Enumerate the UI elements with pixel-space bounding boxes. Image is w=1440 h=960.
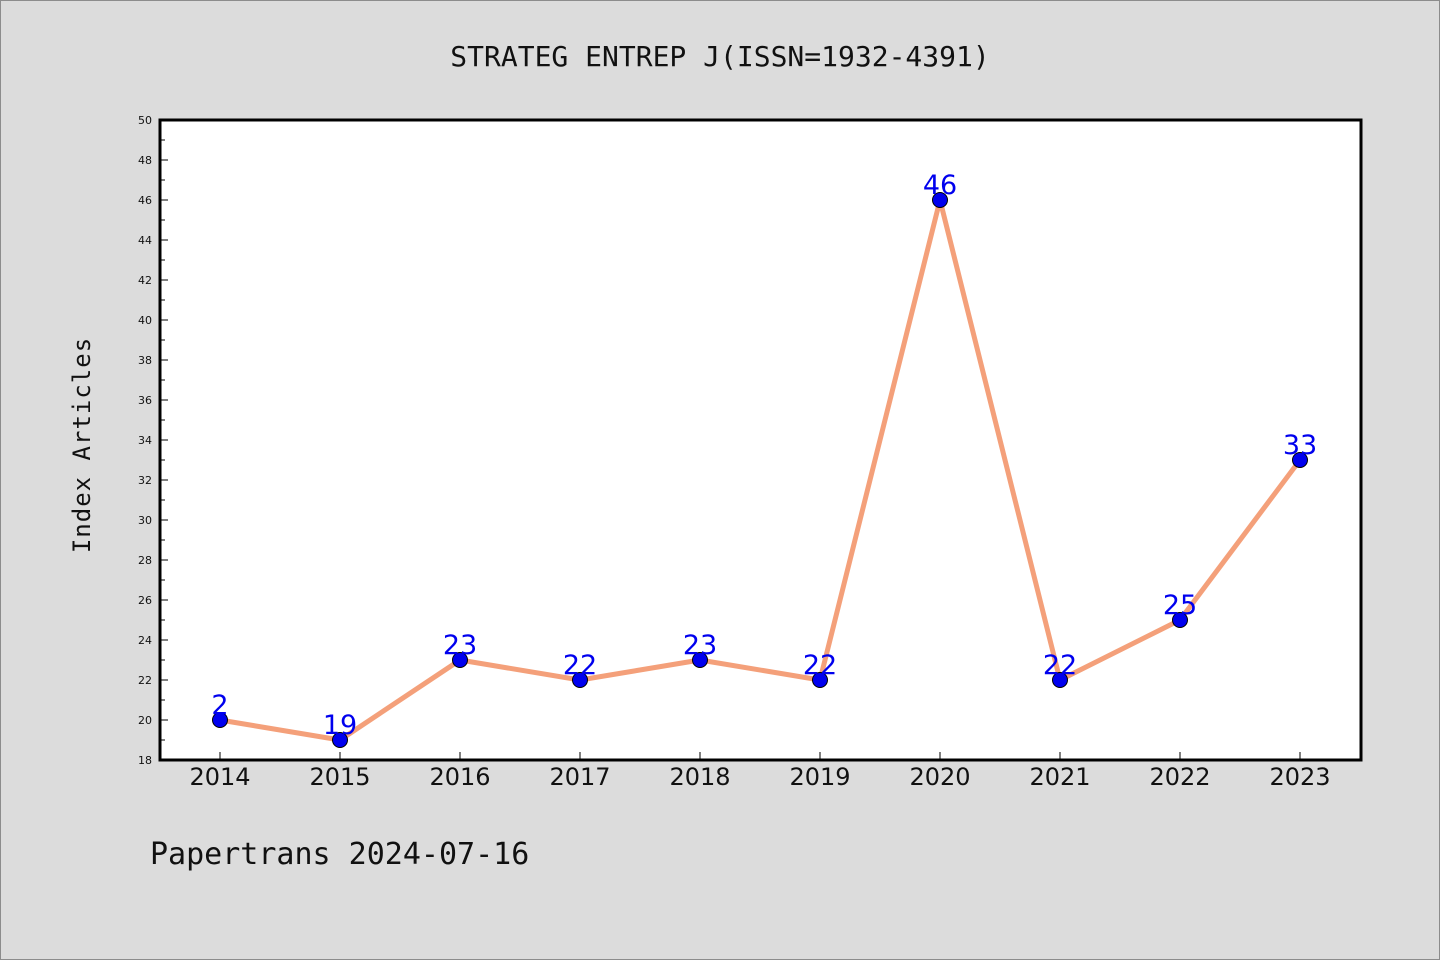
y-tick-label: 32	[138, 474, 152, 487]
data-point	[1292, 452, 1308, 468]
y-tick-label: 22	[138, 674, 152, 687]
y-axis-label: Index Articles	[68, 337, 96, 553]
y-tick-label: 50	[138, 114, 152, 127]
x-tick-label: 2016	[429, 763, 490, 791]
y-tick-label: 44	[138, 234, 152, 247]
data-point	[212, 712, 228, 728]
y-tick-label: 42	[138, 274, 152, 287]
x-tick-label: 2017	[549, 763, 610, 791]
y-tick-label: 48	[138, 154, 152, 167]
y-tick-label: 46	[138, 194, 152, 207]
x-tick-label: 2023	[1269, 763, 1330, 791]
y-tick-label: 24	[138, 634, 152, 647]
data-label: 19	[323, 710, 357, 741]
y-tick-label: 34	[138, 434, 152, 447]
footer-text: Papertrans 2024-07-16	[150, 837, 529, 872]
data-point	[812, 672, 828, 688]
x-axis: 2014 2015 2016 2017 2018 2019 2020 2021 2022 2023	[189, 752, 1331, 791]
series-line	[217, 197, 1303, 743]
data-label: 22	[803, 650, 837, 681]
y-tick-label: 40	[138, 314, 152, 327]
y-tick-label: 28	[138, 554, 152, 567]
y-tick-label: 38	[138, 354, 152, 367]
x-tick-label: 2018	[669, 763, 730, 791]
x-tick-label: 2021	[1029, 763, 1090, 791]
y-tick-label: 18	[138, 754, 152, 767]
y-axis: 18 20 22 24 26 28 30 32 34 36 38 40 42 44 46 48 50	[138, 114, 168, 767]
data-label: 22	[1043, 650, 1077, 681]
data-label: 46	[923, 170, 957, 201]
data-point	[692, 652, 708, 668]
y-tick-label: 20	[138, 714, 152, 727]
data-point	[572, 672, 588, 688]
data-point	[1172, 612, 1188, 628]
data-label: 25	[1163, 590, 1197, 621]
chart-title: STRATEG ENTREP J(ISSN=1932-4391)	[450, 40, 989, 73]
data-point	[332, 732, 348, 748]
data-label: 22	[563, 650, 597, 681]
x-tick-label: 2020	[909, 763, 970, 791]
data-label: 33	[1283, 430, 1317, 461]
data-label: 23	[443, 630, 477, 661]
x-tick-label: 2015	[309, 763, 370, 791]
data-label: 2	[211, 690, 228, 721]
series-index-articles: 2 19 23 22 23 22 46 22 25 33	[211, 170, 1317, 748]
x-tick-label: 2019	[789, 763, 850, 791]
data-point	[932, 192, 948, 208]
x-tick-label: 2014	[189, 763, 250, 791]
y-tick-label: 30	[138, 514, 152, 527]
y-tick-label: 26	[138, 594, 152, 607]
y-tick-label: 36	[138, 394, 152, 407]
data-point	[1052, 672, 1068, 688]
x-tick-label: 2022	[1149, 763, 1210, 791]
plot-area	[158, 118, 1363, 762]
data-point	[452, 652, 468, 668]
data-label: 23	[683, 630, 717, 661]
